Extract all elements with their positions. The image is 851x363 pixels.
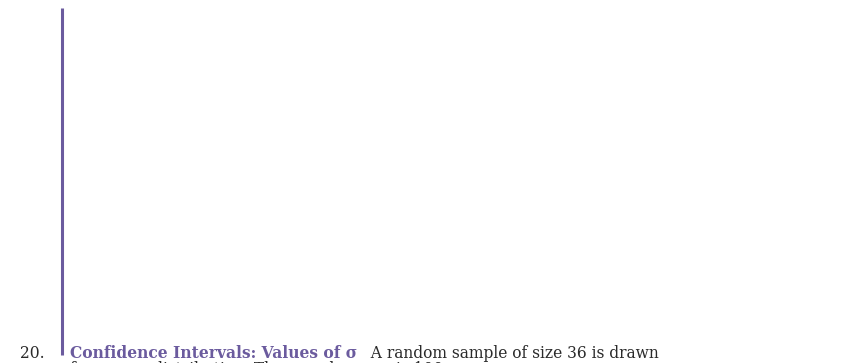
Text: 20.: 20. [20,345,44,362]
Text: from an  χ distribution. The sample mean is 100.: from an χ distribution. The sample mean … [70,362,448,363]
Text: A random sample of size 36 is drawn: A random sample of size 36 is drawn [361,345,659,362]
Text: Confidence Intervals: Values of σ: Confidence Intervals: Values of σ [70,345,357,362]
